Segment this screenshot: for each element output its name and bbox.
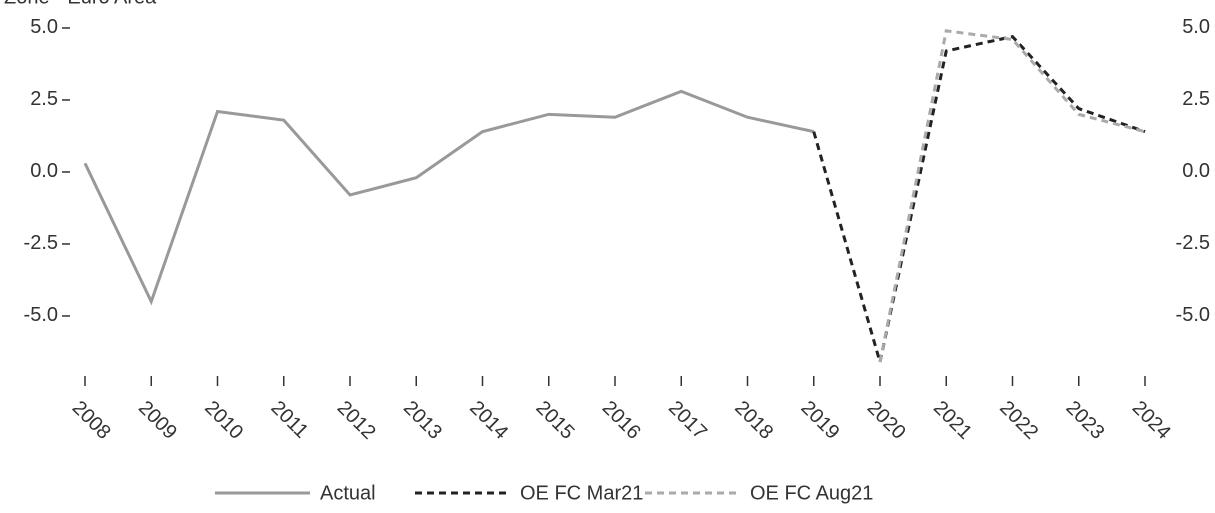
- x-tick-label: 2011: [266, 397, 312, 443]
- x-tick-label: 2022: [995, 397, 1042, 444]
- x-tick-label: 2012: [333, 397, 380, 444]
- legend-label: OE FC Mar21: [520, 482, 643, 504]
- y-tick-label: -5.0: [24, 304, 58, 326]
- y-tick-label: 2.5: [30, 88, 58, 110]
- legend-label: OE FC Aug21: [750, 482, 873, 504]
- y-tick-label: -2.5: [24, 232, 58, 254]
- series-line: [83, 89, 815, 306]
- chart-subtitle: Zone - Euro Area: [4, 0, 157, 8]
- y-tick-label: 5.0: [30, 16, 58, 38]
- y2-tick-label: -2.5: [1176, 232, 1210, 254]
- x-tick-label: 2013: [399, 397, 446, 444]
- x-tick-label: 2015: [531, 397, 578, 444]
- x-tick-label: 2023: [1061, 397, 1108, 444]
- y2-tick-label: -5.0: [1176, 304, 1210, 326]
- series-line: [812, 34, 1146, 363]
- x-tick-label: 2016: [598, 397, 645, 444]
- x-tick-label: 2008: [68, 397, 115, 444]
- x-tick-label: 2010: [200, 397, 247, 444]
- x-tick-label: 2017: [664, 397, 711, 444]
- x-tick-label: 2020: [863, 397, 910, 444]
- y2-tick-label: 2.5: [1182, 88, 1210, 110]
- y-tick-label: 0.0: [30, 160, 58, 182]
- x-tick-label: 2018: [730, 397, 777, 444]
- series-line: [878, 29, 1146, 363]
- y2-tick-label: 0.0: [1182, 160, 1210, 182]
- legend-label: Actual: [320, 482, 376, 504]
- x-tick-label: 2024: [1128, 397, 1175, 444]
- x-tick-label: 2019: [796, 397, 843, 444]
- x-tick-label: 2009: [134, 397, 181, 444]
- y2-tick-label: 5.0: [1182, 16, 1210, 38]
- x-tick-label: 2014: [465, 397, 512, 444]
- x-tick-label: 2021: [929, 397, 976, 444]
